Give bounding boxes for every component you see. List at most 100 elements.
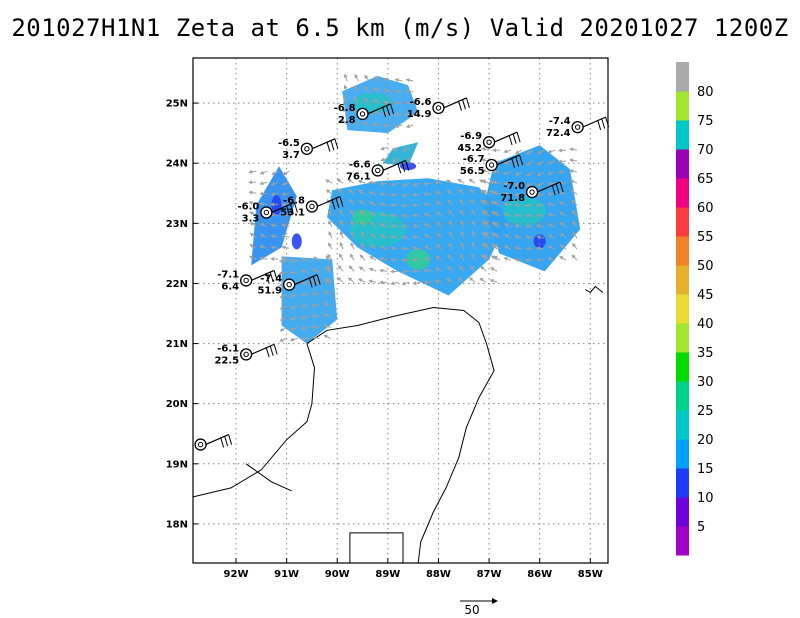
lat-tick-label: 23N [166, 219, 188, 230]
colorbar-label: 35 [697, 346, 714, 361]
wind-vector [503, 245, 512, 250]
wind-vector [525, 213, 534, 218]
wind-vector [401, 224, 410, 229]
wind-vector [394, 89, 403, 94]
wind-vector [479, 277, 487, 283]
wind-vector [448, 220, 454, 228]
shade-core [406, 249, 431, 270]
wind-vector [336, 277, 344, 283]
wind-vector [324, 267, 331, 273]
storm-label-line2: 71.8 [500, 193, 525, 204]
storm-symbol [356, 107, 369, 121]
wind-vector [503, 256, 512, 261]
colorbar-label: 50 [697, 259, 714, 274]
wind-vector [337, 188, 344, 195]
wind-vector [569, 169, 578, 174]
storm-label-line2: 3.3 [242, 214, 260, 225]
wind-vector [373, 87, 381, 93]
wind-vector [351, 120, 359, 126]
shade-patch [281, 256, 338, 344]
wind-vector [412, 192, 421, 197]
wind-vector [328, 242, 333, 250]
wind-vector [569, 179, 578, 184]
wind-vector [281, 212, 290, 217]
wind-vector [434, 191, 443, 195]
storm-symbol-core [243, 351, 249, 358]
wind-vector [380, 157, 388, 162]
wind-vector [436, 232, 443, 239]
wind-vector [493, 211, 501, 217]
wind-vector [503, 160, 512, 165]
wind-vector [350, 242, 355, 250]
storm-label-line2: 2.8 [338, 115, 356, 126]
shade-core [291, 233, 302, 250]
wind-vector [435, 201, 443, 206]
wind-vector [405, 124, 414, 129]
wind-barb-flag [401, 161, 406, 172]
storm-symbol [371, 164, 384, 177]
wind-vector [484, 231, 490, 239]
wind-vector [358, 278, 366, 283]
wind-vector [471, 230, 476, 239]
wind-barb-flag [331, 199, 336, 210]
wind-vector [412, 235, 421, 239]
wind-vector [536, 246, 545, 251]
wind-barb-flag [269, 345, 274, 356]
wind-vector [281, 245, 290, 250]
wind-vector [514, 149, 523, 154]
coastline-segment [349, 532, 404, 563]
wind-vector [249, 244, 257, 249]
wind-vector [383, 123, 392, 128]
reference-vector: 50 [460, 598, 498, 617]
wind-vector [300, 304, 309, 309]
wind-vector [494, 221, 501, 228]
wind-vector [343, 96, 348, 104]
wind-vector [412, 281, 421, 286]
storm-label-line1: -6.8 [283, 195, 305, 206]
lon-tick-label: 88W [426, 569, 451, 580]
colorbar: 5 10 15 20 25 30 35 40 45 50 55 60 65 70 75 80 [676, 62, 714, 556]
colorbar-swatch [676, 439, 689, 469]
wind-vector [494, 243, 501, 250]
wind-vector [514, 182, 523, 187]
wind-vector [483, 254, 490, 261]
wind-vector [482, 189, 490, 195]
storm-label-line2: 53.1 [280, 207, 305, 218]
wind-vector [526, 171, 534, 177]
wind-vector [558, 191, 567, 195]
wind-barb-flag [265, 273, 270, 284]
wind-barb-flag [519, 154, 524, 166]
wind-vector [325, 179, 333, 184]
wind-vector [259, 181, 268, 186]
wind-vector [248, 255, 257, 260]
wind-vector [323, 324, 331, 328]
wind-vector [458, 265, 465, 272]
wind-vector [394, 112, 403, 117]
wind-vector [471, 241, 476, 250]
shade-core [502, 197, 547, 226]
wind-vector [249, 232, 257, 238]
wind-vector [401, 235, 410, 240]
storm-label-line1: -6.6 [349, 159, 371, 170]
wind-vector [270, 181, 279, 186]
wind-vector [537, 160, 545, 166]
wind-vector [446, 189, 454, 195]
wind-vector [514, 160, 523, 165]
wind-vector [349, 198, 355, 206]
wind-vector [401, 246, 410, 251]
wind-vector [536, 213, 545, 218]
storm-symbol [239, 274, 253, 287]
wind-barb-flag [312, 275, 317, 287]
wind-vector [343, 84, 348, 93]
colorbar-swatch [676, 381, 689, 411]
wind-vector [484, 220, 490, 228]
wind-vector [360, 242, 366, 250]
storm-symbol [432, 101, 445, 115]
storm-symbol [260, 206, 273, 219]
wind-vector [290, 315, 298, 320]
colorbar-swatch [676, 294, 689, 324]
wind-vector [383, 88, 392, 93]
wind-barb-flag [405, 160, 410, 171]
wind-vector [560, 232, 567, 239]
storm-symbol [194, 438, 207, 451]
